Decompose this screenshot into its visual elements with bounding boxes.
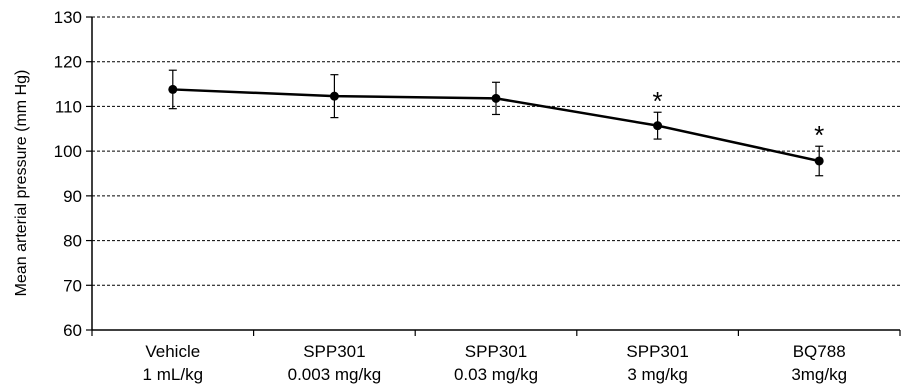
data-point [168,84,178,94]
x-tick-label: 0.003 mg/kg [288,365,382,384]
x-tick-label: Vehicle [145,342,200,361]
y-tick-label: 90 [63,187,82,206]
x-tick-label: SPP301 [303,342,365,361]
y-tick-label: 100 [54,142,82,161]
y-tick-label: 70 [63,276,82,295]
x-tick-label: 3 mg/kg [627,365,687,384]
x-tick-label: 1 mL/kg [143,365,203,384]
data-point [491,93,501,103]
y-tick-label: 80 [63,232,82,251]
significance-marker: * [653,86,663,116]
series [168,69,824,177]
x-tick-label: BQ788 [793,342,846,361]
x-tick-label: 0.03 mg/kg [454,365,538,384]
data-point [653,121,663,131]
x-axis-ticks: Vehicle 1 mL/kg SPP301 0.003 mg/kg SPP301 0.0… [91,330,901,384]
y-tick-label: 60 [63,321,82,340]
significance-marker: * [814,120,824,150]
annotations: ** [653,86,825,150]
x-tick-label: SPP301 [626,342,688,361]
y-axis-label: Mean arterial pressure (mm Hg) [13,70,30,297]
axes [91,17,900,331]
y-axis-ticks: 60 70 80 90 100 110 120 130 [54,8,92,340]
data-point [814,156,824,166]
y-tick-label: 110 [55,97,82,116]
y-tick-label: 120 [54,53,82,72]
x-tick-label: SPP301 [465,342,527,361]
x-tick-label: 3mg/kg [791,365,847,384]
data-point [329,91,339,101]
y-tick-label: 130 [54,8,82,27]
